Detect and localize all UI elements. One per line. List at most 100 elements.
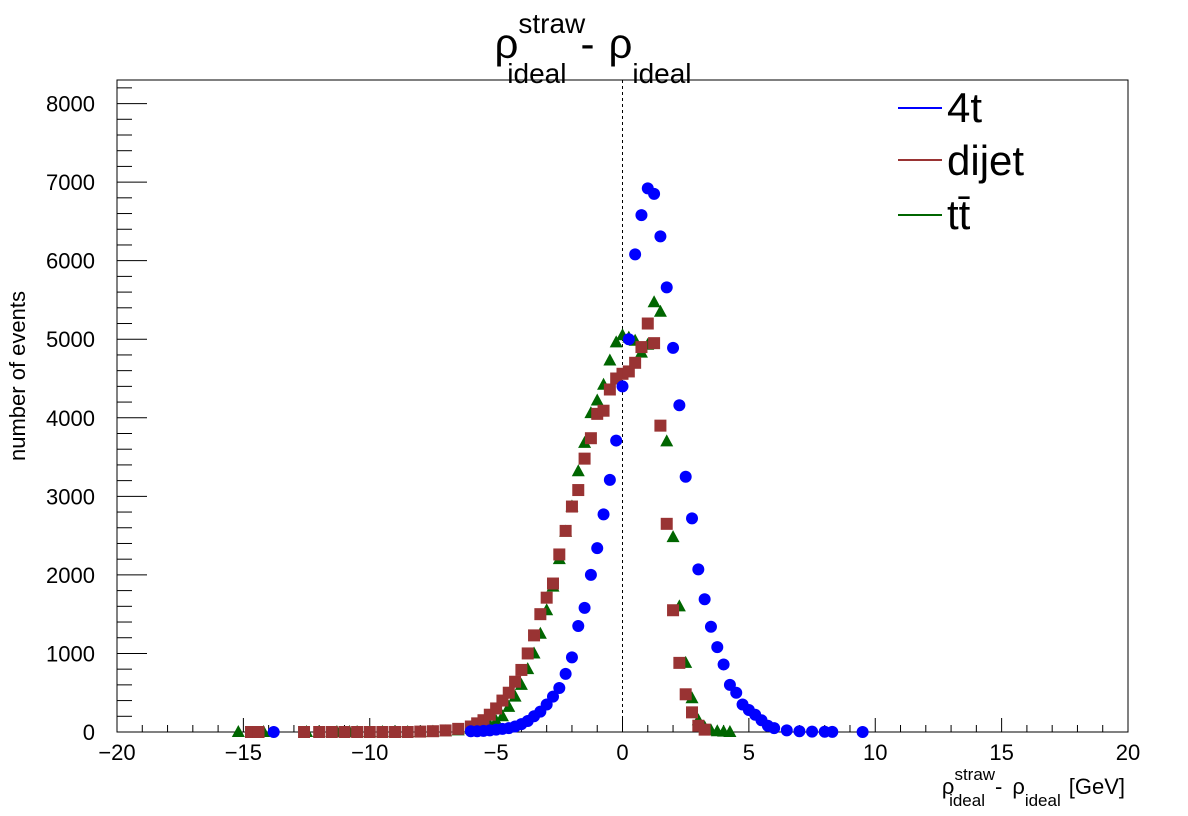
x-tick-label: 10 [863, 740, 887, 765]
data-point [654, 230, 667, 243]
data-point [597, 508, 610, 521]
data-point [267, 726, 280, 738]
data-point [806, 725, 819, 738]
data-point [780, 724, 793, 737]
series-4t [267, 182, 869, 738]
data-point [571, 464, 585, 477]
legend: 4t dijet tt̄ [898, 84, 1024, 238]
data-point [389, 726, 402, 738]
series-dijet [244, 317, 711, 738]
data-point [660, 434, 674, 447]
data-point [546, 690, 559, 703]
data-point [495, 709, 509, 722]
data-point [572, 484, 585, 497]
data-point [502, 686, 515, 699]
y-tick-label: 1000 [46, 641, 95, 666]
y-tick-label: 7000 [46, 170, 95, 195]
data-point [509, 675, 522, 688]
data-point [673, 399, 686, 412]
data-point [452, 722, 465, 735]
data-point [826, 725, 839, 738]
data-point [793, 725, 806, 738]
data-point [414, 725, 427, 738]
y-tick-label: 0 [83, 720, 95, 745]
x-tick-label: 20 [1116, 740, 1140, 765]
data-point [401, 726, 414, 738]
data-point [667, 341, 680, 354]
data-point [591, 542, 604, 555]
data-point [692, 563, 705, 576]
data-point [660, 517, 673, 530]
series-ttbar [231, 295, 737, 737]
data-point [629, 356, 642, 369]
x-tick-label: −20 [98, 740, 135, 765]
data-point [717, 658, 730, 671]
data-point [768, 722, 781, 735]
data-point [647, 295, 661, 308]
data-point [376, 726, 389, 738]
data-point [298, 726, 311, 738]
data-point [704, 620, 717, 633]
data-point [565, 651, 578, 664]
data-point [666, 530, 680, 543]
data-point [325, 726, 338, 738]
data-point [546, 577, 559, 590]
legend-label-ttbar: tt̄ [947, 191, 971, 238]
legend-entry-dijet: dijet [898, 137, 1024, 184]
data-point [590, 393, 604, 406]
y-tick-label: 2000 [46, 563, 95, 588]
data-point [609, 335, 623, 348]
data-point [635, 209, 648, 222]
data-point [698, 593, 711, 606]
y-tick-label: 4000 [46, 406, 95, 431]
data-point [338, 726, 351, 738]
data-point [730, 686, 743, 699]
data-point [667, 604, 680, 617]
data-point [553, 682, 566, 695]
data-point [679, 688, 692, 701]
data-point [231, 725, 245, 737]
data-point [698, 723, 711, 736]
y-axis-title: number of events [5, 291, 30, 461]
data-point [660, 281, 673, 294]
data-point [635, 341, 648, 354]
data-point [578, 435, 592, 448]
x-tick-label: −5 [484, 740, 509, 765]
data-point [648, 337, 661, 350]
y-tick-label: 3000 [46, 484, 95, 509]
data-point [653, 304, 667, 317]
data-point [553, 548, 566, 561]
x-axis-title: ρstraw ideal-ρideal[GeV] [942, 765, 1125, 810]
data-point [686, 512, 699, 525]
y-tick-label: 6000 [46, 249, 95, 274]
data-point [622, 333, 635, 346]
x-tick-label: −10 [351, 740, 388, 765]
data-point [654, 419, 667, 432]
data-point [540, 591, 553, 604]
data-point [252, 726, 265, 738]
legend-entry-4t: 4t [898, 84, 982, 131]
data-point [313, 726, 326, 738]
data-point [603, 353, 617, 366]
data-point [686, 706, 699, 719]
data-point [603, 473, 616, 486]
y-tick-label: 5000 [46, 327, 95, 352]
data-point [572, 619, 585, 632]
data-point [351, 726, 364, 738]
chart-title: ρstraw ideal-ρideal [494, 8, 691, 89]
data-point [565, 500, 578, 513]
legend-label-dijet: dijet [947, 137, 1024, 184]
data-point [426, 725, 439, 738]
data-point [502, 699, 516, 712]
data-point [616, 380, 629, 393]
x-tick-label: 0 [616, 740, 628, 765]
data-point [641, 317, 654, 330]
data-point [584, 568, 597, 581]
x-tick-labels: −20 −15 −10 −5 0 5 10 15 20 [98, 740, 1140, 765]
data-point [856, 726, 869, 738]
data-point [528, 629, 541, 642]
y-tick-label: 8000 [46, 92, 95, 117]
x-tick-label: 5 [743, 740, 755, 765]
y-tick-labels: 0 1000 2000 3000 4000 5000 6000 7000 8000 [46, 92, 95, 745]
